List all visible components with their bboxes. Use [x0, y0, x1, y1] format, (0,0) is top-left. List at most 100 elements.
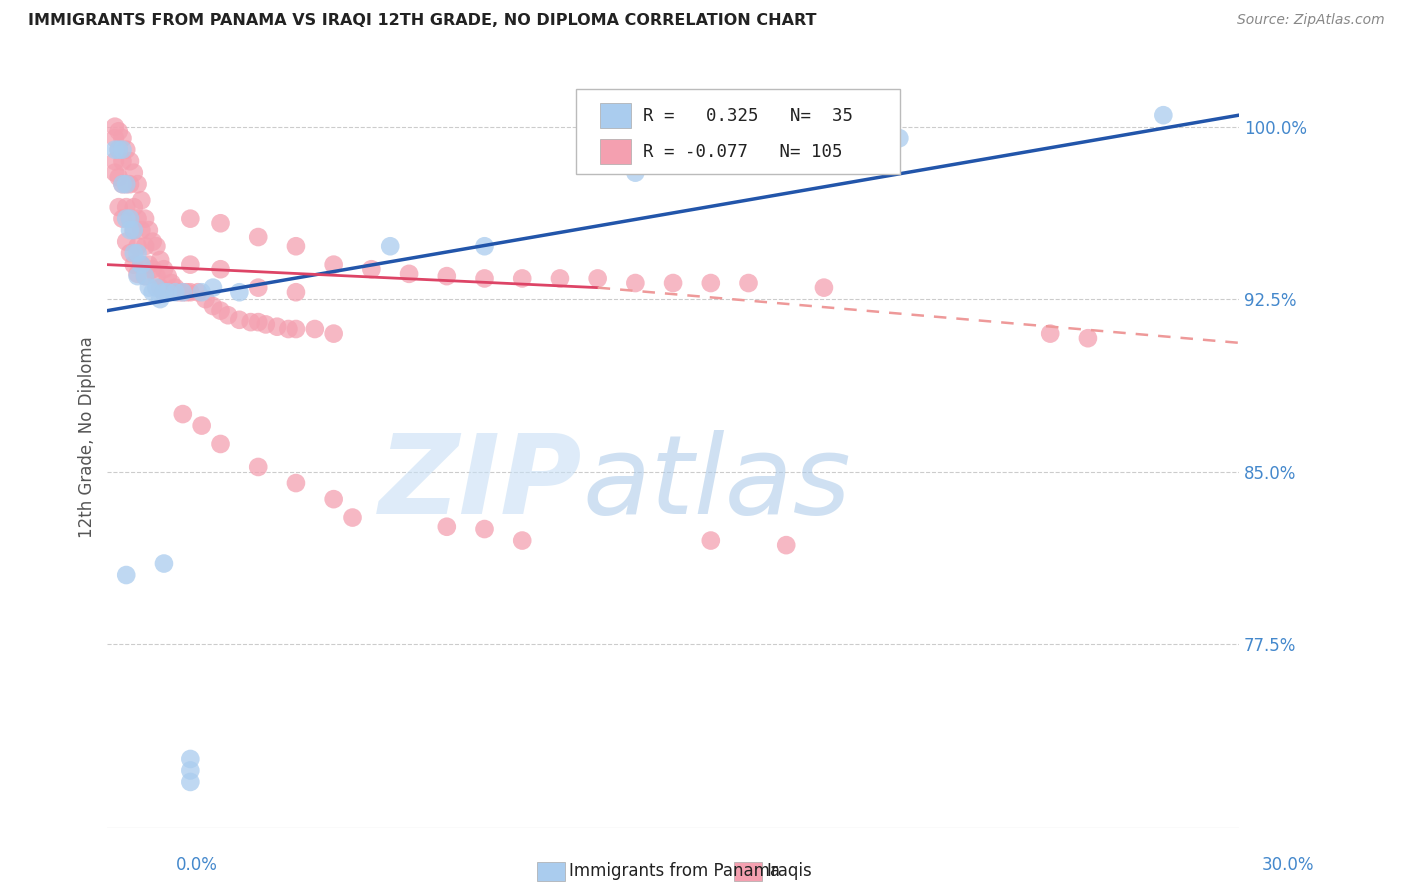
Point [228, 313, 250, 327]
Point [1077, 331, 1099, 345]
Point [115, 143, 138, 157]
Point [111, 177, 134, 191]
Point [118, 223, 141, 237]
Point [209, 303, 232, 318]
Point [122, 258, 145, 272]
Point [122, 166, 145, 180]
Point [700, 276, 723, 290]
Point [167, 285, 190, 300]
Point [176, 285, 198, 300]
Point [127, 211, 149, 226]
Point [662, 276, 685, 290]
Point [145, 239, 167, 253]
Point [247, 280, 270, 294]
Point [247, 460, 270, 475]
Point [700, 533, 723, 548]
Point [118, 211, 141, 226]
Point [194, 292, 217, 306]
Point [118, 246, 141, 260]
Point [115, 177, 138, 191]
Point [104, 120, 127, 134]
Point [122, 200, 145, 214]
Point [131, 258, 153, 272]
Point [1039, 326, 1062, 341]
Point [228, 285, 250, 300]
Point [115, 235, 138, 249]
Point [107, 200, 129, 214]
Point [398, 267, 420, 281]
Point [107, 170, 129, 185]
Point [342, 510, 364, 524]
Point [474, 239, 496, 253]
Point [624, 276, 647, 290]
Point [104, 131, 127, 145]
Point [889, 131, 911, 145]
Point [115, 568, 138, 582]
Point [118, 177, 141, 191]
Point [266, 319, 288, 334]
Point [127, 177, 149, 191]
Text: 30.0%: 30.0% [1263, 856, 1315, 874]
Point [134, 269, 156, 284]
Point [284, 285, 307, 300]
Point [209, 216, 232, 230]
Point [179, 752, 201, 766]
Point [624, 166, 647, 180]
Point [172, 285, 194, 300]
Point [145, 269, 167, 284]
Point [247, 230, 270, 244]
Point [134, 239, 156, 253]
Point [138, 280, 160, 294]
Point [111, 211, 134, 226]
Point [153, 285, 176, 300]
Point [138, 258, 160, 272]
Point [436, 269, 458, 284]
Point [436, 520, 458, 534]
Point [127, 239, 149, 253]
Y-axis label: 12th Grade, No Diploma: 12th Grade, No Diploma [79, 336, 96, 538]
Point [187, 285, 209, 300]
Point [104, 154, 127, 169]
Point [217, 308, 239, 322]
Point [115, 211, 138, 226]
Point [190, 418, 212, 433]
Point [142, 235, 165, 249]
Point [548, 271, 571, 285]
Text: Immigrants from Panama: Immigrants from Panama [569, 862, 780, 880]
Point [160, 276, 183, 290]
Point [134, 269, 156, 284]
Point [149, 253, 172, 268]
Point [131, 194, 153, 208]
Point [107, 143, 129, 157]
Point [115, 200, 138, 214]
Point [111, 154, 134, 169]
Point [510, 533, 533, 548]
Point [115, 177, 138, 191]
Point [737, 276, 759, 290]
Point [179, 211, 201, 226]
Text: atlas: atlas [582, 431, 851, 538]
Point [127, 269, 149, 284]
Point [131, 223, 153, 237]
Point [134, 211, 156, 226]
Point [322, 492, 344, 507]
Point [149, 292, 172, 306]
Point [172, 407, 194, 421]
Point [277, 322, 299, 336]
Point [179, 285, 201, 300]
Point [111, 143, 134, 157]
Point [813, 280, 835, 294]
Point [156, 285, 179, 300]
Point [179, 764, 201, 778]
Point [304, 322, 326, 336]
Point [775, 538, 797, 552]
Point [127, 246, 149, 260]
Point [153, 262, 176, 277]
Point [107, 124, 129, 138]
Point [179, 775, 201, 789]
Point [118, 154, 141, 169]
Point [284, 476, 307, 491]
Point [190, 285, 212, 300]
Point [153, 557, 176, 571]
Point [322, 326, 344, 341]
